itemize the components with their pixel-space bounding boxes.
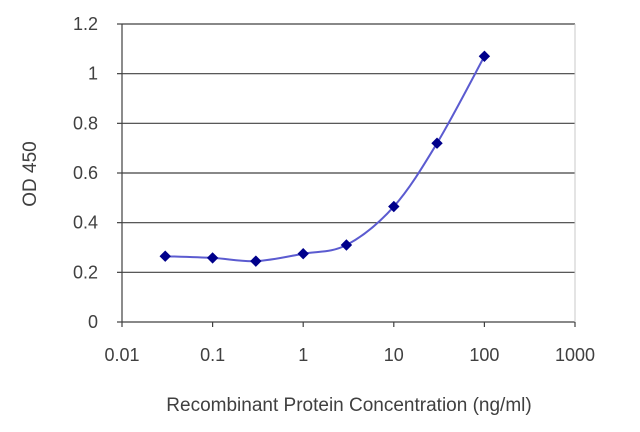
x-tick-label: 1000 xyxy=(555,345,595,365)
data-point xyxy=(250,255,262,267)
y-axis-title: OD 450 xyxy=(20,141,41,206)
x-tick-label: 0.01 xyxy=(104,345,139,365)
y-tick-label: 0.2 xyxy=(73,262,98,282)
x-axis-title: Recombinant Protein Concentration (ng/ml… xyxy=(166,395,531,416)
y-tick-label: 0 xyxy=(88,312,98,332)
y-tick-label: 1.2 xyxy=(73,14,98,34)
series-line xyxy=(165,55,486,263)
data-point xyxy=(206,252,219,264)
x-tick-label: 10 xyxy=(384,345,404,365)
x-tick-label: 100 xyxy=(469,345,499,365)
x-tick-label: 0.1 xyxy=(200,345,225,365)
grid xyxy=(122,23,575,273)
data-point xyxy=(159,250,171,262)
data-point xyxy=(388,200,400,213)
y-tick-label: 0.4 xyxy=(73,213,98,233)
x-tick-label: 1 xyxy=(298,345,308,365)
y-tick-label: 0.8 xyxy=(73,113,98,133)
y-tick-label: 0.6 xyxy=(73,163,98,183)
data-point xyxy=(297,248,309,260)
data-point xyxy=(340,239,353,251)
labels: 0 0.2 0.4 0.6 0.8 1 1.2 0.01 0.1 1 10 100 1000 xyxy=(73,14,595,365)
axes xyxy=(117,23,576,327)
data-point xyxy=(478,50,491,62)
series xyxy=(159,50,491,267)
data-point xyxy=(431,137,443,149)
y-tick-label: 1 xyxy=(88,64,98,84)
